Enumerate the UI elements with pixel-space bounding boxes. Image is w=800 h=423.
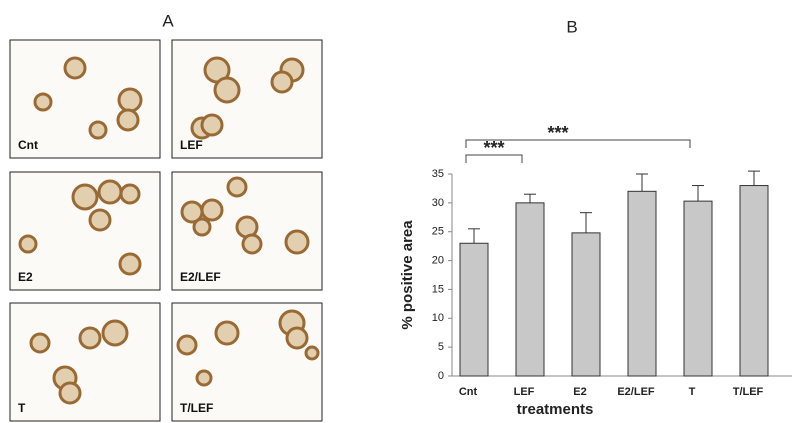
x-tick-label: E2 [573, 386, 586, 398]
y-tick-label: 0 [438, 370, 444, 382]
error-bar [692, 185, 704, 202]
cell [200, 113, 224, 137]
y-axis-label: % positive area [399, 220, 416, 330]
cell [195, 369, 213, 387]
x-tick-label: Cnt [459, 386, 478, 398]
error-bar [524, 193, 536, 203]
cell [285, 326, 309, 350]
cell [117, 87, 143, 113]
error-bar [748, 170, 760, 186]
error-bar [636, 173, 648, 192]
panel-label: B [566, 17, 577, 36]
micrograph-label: T [18, 401, 26, 415]
cell [18, 234, 38, 254]
cell [58, 381, 82, 405]
cell [304, 345, 320, 361]
significance-label: *** [483, 138, 504, 158]
micrograph-label: T/LEF [180, 401, 213, 415]
error-bar [580, 212, 592, 233]
micrograph-frame [9, 302, 161, 422]
cell [63, 56, 87, 80]
cell [176, 334, 198, 356]
cell [29, 332, 51, 354]
y-tick-label: 35 [432, 168, 444, 180]
significance-label: *** [547, 123, 568, 143]
cell [284, 229, 310, 255]
micrograph-label: Cnt [18, 138, 38, 152]
bar [515, 202, 545, 377]
micrographs: Cnt LEF E2 E2/LEF T T/LEF [9, 39, 323, 422]
cell [200, 198, 224, 222]
y-tick-label: 25 [432, 226, 444, 238]
y-tick-label: 15 [432, 283, 444, 295]
bar [627, 190, 657, 377]
cell [101, 319, 129, 347]
error-bar [468, 228, 480, 244]
x-tick-label: T [689, 386, 696, 398]
cell [226, 176, 248, 198]
x-tick-label: T/LEF [733, 386, 764, 398]
bar [459, 242, 489, 377]
panel-label: A [162, 11, 174, 30]
y-tick-label: 5 [438, 341, 444, 353]
cell [78, 326, 102, 350]
cell [270, 70, 294, 94]
significance-bracket [465, 154, 523, 163]
significance-bracket [465, 139, 691, 148]
y-tick-label: 30 [432, 197, 444, 209]
x-tick-label: LEF [514, 386, 535, 398]
cell [88, 120, 108, 140]
cell [33, 92, 53, 112]
x-tick-label: E2/LEF [617, 386, 655, 398]
micrograph-label: LEF [180, 138, 203, 152]
cell [71, 183, 99, 211]
x-axis-label: treatments [517, 401, 594, 418]
cell [88, 208, 112, 232]
bar [739, 185, 769, 377]
cell [213, 76, 241, 104]
cell [214, 320, 240, 346]
y-tick-label: 10 [432, 312, 444, 324]
cell [118, 252, 142, 276]
cell [192, 217, 212, 237]
cell [116, 108, 140, 132]
micrograph-label: E2/LEF [180, 270, 221, 284]
bar [571, 232, 601, 377]
cell [97, 179, 123, 205]
y-tick-label: 20 [432, 254, 444, 266]
micrograph-label: E2 [18, 270, 33, 284]
cell [119, 183, 141, 205]
cell [241, 233, 263, 255]
bar [683, 200, 713, 377]
